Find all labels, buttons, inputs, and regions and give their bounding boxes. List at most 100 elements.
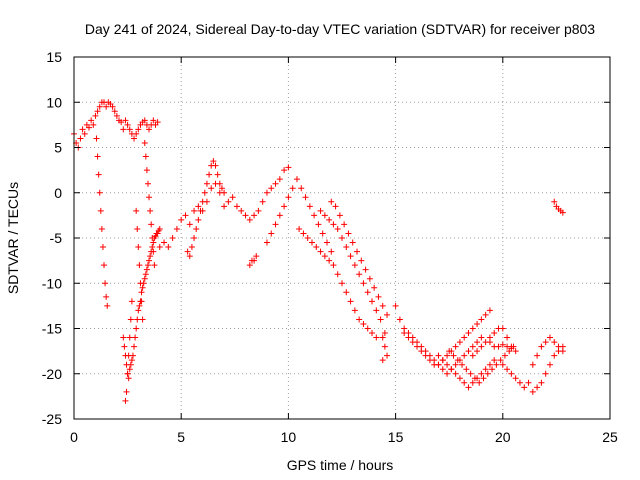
data-point — [354, 248, 361, 255]
data-point — [253, 253, 260, 260]
data-point — [238, 207, 245, 214]
data-point — [319, 230, 326, 237]
data-point — [90, 121, 97, 128]
data-point — [444, 352, 451, 359]
data-point — [351, 262, 358, 269]
data-point — [121, 343, 128, 350]
data-point — [381, 343, 388, 350]
data-point — [125, 375, 132, 382]
y-tick-label: 5 — [54, 140, 62, 156]
data-point — [193, 225, 200, 232]
data-point — [534, 384, 541, 391]
data-point — [534, 352, 541, 359]
data-point — [98, 225, 105, 232]
data-point — [555, 348, 562, 355]
data-point — [186, 253, 193, 260]
data-point — [133, 325, 140, 332]
data-point — [542, 339, 549, 346]
data-point — [504, 343, 511, 350]
data-point — [321, 212, 328, 219]
data-point — [551, 352, 558, 359]
data-point — [246, 216, 253, 223]
data-point — [225, 198, 232, 205]
data-point — [349, 239, 356, 246]
data-point — [452, 370, 459, 377]
data-point — [461, 352, 468, 359]
data-point — [551, 339, 558, 346]
data-point — [281, 203, 288, 210]
data-point — [364, 325, 371, 332]
data-point — [124, 370, 131, 377]
data-point — [276, 176, 283, 183]
data-point — [178, 216, 185, 223]
data-point — [439, 357, 446, 364]
data-point — [126, 366, 133, 373]
data-point — [311, 212, 318, 219]
data-point — [343, 289, 350, 296]
data-point — [233, 203, 240, 210]
data-point — [199, 198, 206, 205]
data-point — [127, 316, 134, 323]
data-point — [296, 225, 303, 232]
data-point — [538, 379, 545, 386]
data-point — [161, 239, 168, 246]
data-point — [431, 357, 438, 364]
data-point — [542, 370, 549, 377]
data-point — [131, 343, 138, 350]
data-point — [251, 212, 258, 219]
data-point — [137, 280, 144, 287]
data-point — [122, 117, 129, 124]
data-point — [343, 244, 350, 251]
data-point — [347, 253, 354, 260]
data-point — [364, 289, 371, 296]
data-point — [456, 375, 463, 382]
data-point — [276, 212, 283, 219]
data-point — [141, 275, 148, 282]
data-point — [371, 284, 378, 291]
data-point — [330, 221, 337, 228]
data-point — [356, 271, 363, 278]
data-point — [339, 235, 345, 241]
data-point — [444, 370, 451, 377]
data-point — [118, 119, 125, 126]
data-point — [251, 257, 258, 264]
y-tick-label: -10 — [42, 275, 62, 291]
data-point — [229, 194, 236, 201]
data-point — [123, 388, 130, 395]
data-point — [182, 212, 189, 219]
data-point — [206, 171, 213, 178]
data-point — [195, 216, 202, 223]
data-point — [255, 207, 262, 214]
data-point — [131, 135, 138, 142]
data-point — [263, 189, 270, 196]
data-point — [128, 357, 135, 364]
data-point — [426, 352, 433, 359]
data-point — [332, 203, 339, 210]
data-point — [268, 230, 275, 237]
data-point — [336, 212, 343, 219]
data-point — [381, 330, 388, 337]
data-point — [96, 103, 103, 110]
y-axis-title: SDTVAR / TECUs — [5, 182, 21, 294]
data-point — [120, 334, 127, 341]
data-point — [151, 262, 158, 269]
data-point — [141, 117, 148, 124]
data-point — [268, 185, 275, 192]
data-point — [512, 348, 519, 355]
data-point — [486, 339, 493, 346]
data-point — [146, 126, 153, 133]
data-point — [379, 302, 386, 309]
data-point — [384, 311, 391, 318]
data-point — [315, 221, 322, 228]
data-point — [448, 366, 455, 373]
data-point — [146, 194, 153, 201]
data-point — [142, 271, 149, 278]
data-point — [373, 334, 380, 341]
data-point — [396, 316, 403, 323]
x-axis-title: GPS time / hours — [287, 457, 394, 473]
data-point — [124, 121, 131, 128]
data-point — [132, 334, 139, 341]
data-point — [504, 334, 511, 341]
data-point — [135, 244, 142, 251]
